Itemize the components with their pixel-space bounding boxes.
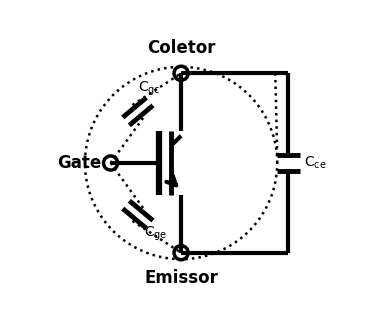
Text: Gate: Gate	[57, 154, 101, 172]
Text: Emissor: Emissor	[144, 269, 218, 287]
Text: C$_{\mathregular{ce}}$: C$_{\mathregular{ce}}$	[304, 155, 327, 171]
Text: Coletor: Coletor	[147, 39, 215, 57]
Text: C$_{\mathregular{gc}}$: C$_{\mathregular{gc}}$	[138, 80, 160, 98]
Text: C$_{\mathregular{ge}}$: C$_{\mathregular{ge}}$	[144, 225, 168, 243]
